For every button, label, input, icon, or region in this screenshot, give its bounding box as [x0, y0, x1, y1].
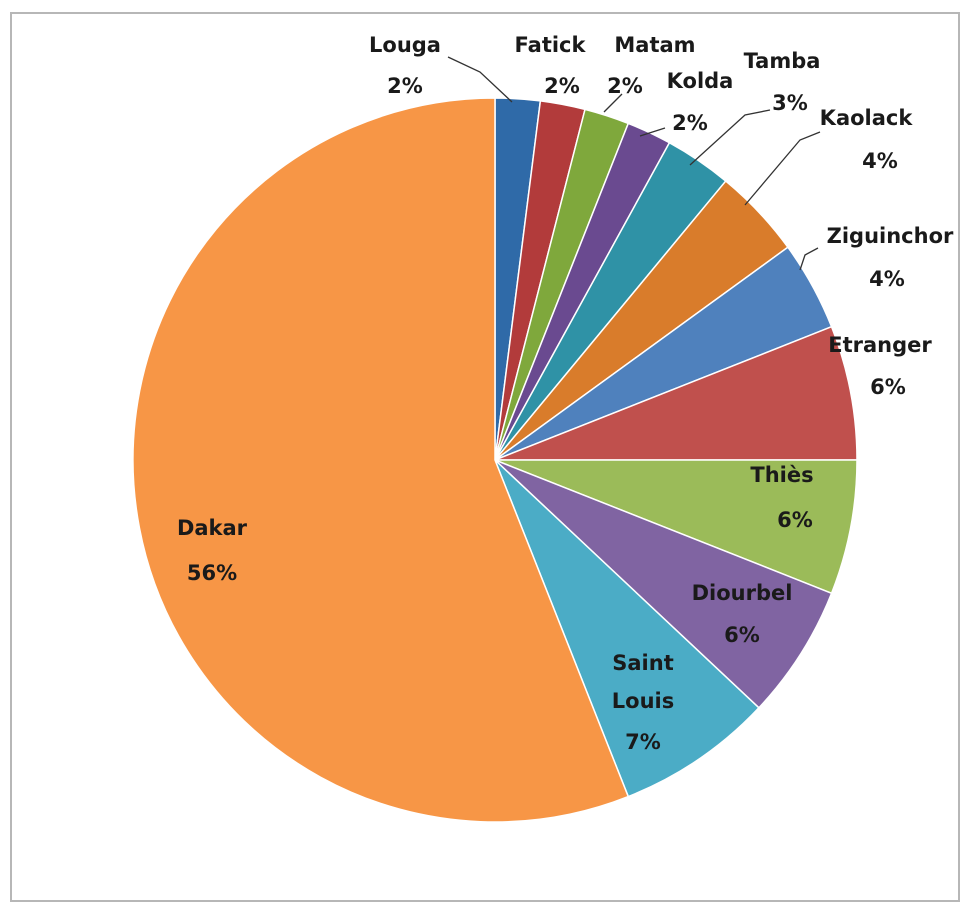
slice-label-ziguinchor: Ziguinchor — [827, 224, 954, 248]
leader-line-matam — [603, 93, 623, 113]
pie-slice-diourbel — [494, 459, 833, 709]
slice-label-tamba: Tamba — [744, 49, 821, 73]
slice-pct-matam: 2% — [607, 74, 643, 98]
slice-label-kaolack: Kaolack — [820, 106, 914, 130]
slice-label-thies: Thiès — [750, 463, 813, 487]
slice-pct-etranger: 6% — [870, 375, 906, 399]
slice-label-fatick: Fatick — [515, 33, 587, 57]
leader-lines — [447, 56, 821, 271]
leader-line-tamba — [689, 109, 771, 166]
slice-label-diourbel: Diourbel — [692, 581, 793, 605]
leader-line-kolda — [639, 127, 666, 137]
slice-label-dakar: Dakar — [177, 516, 248, 540]
slice-pct-tamba: 3% — [772, 91, 808, 115]
slice-pct-saint-louis: 7% — [625, 730, 661, 754]
pie-slices — [132, 97, 858, 823]
slice-label-matam: Matam — [614, 33, 695, 57]
slice-label-etranger: Etranger — [828, 333, 932, 357]
slice-pct-ziguinchor: 4% — [869, 267, 905, 291]
pie-slice-saint-louis — [494, 459, 760, 798]
slice-pct-thies: 6% — [777, 508, 813, 532]
slice-label-saint-louis-line2: Louis — [612, 689, 674, 713]
pie-slice-etranger — [494, 325, 858, 461]
slice-pct-dakar: 56% — [187, 561, 237, 585]
slice-label-saint-louis-line1: Saint — [612, 651, 673, 675]
slice-label-kolda: Kolda — [667, 69, 734, 93]
slice-pct-louga: 2% — [387, 74, 423, 98]
slice-pct-fatick: 2% — [544, 74, 580, 98]
slice-pct-diourbel: 6% — [724, 623, 760, 647]
slice-pct-kaolack: 4% — [862, 149, 898, 173]
slice-labels: Louga 2% Fatick 2% Matam 2% Kolda 2% Tamba 3% Kaol… — [177, 33, 954, 754]
slice-label-louga: Louga — [369, 33, 441, 57]
leader-line-ziguinchor — [799, 247, 819, 271]
pie-slice-dakar — [132, 97, 630, 823]
slice-pct-kolda: 2% — [672, 111, 708, 135]
leader-line-louga — [447, 56, 513, 103]
leader-line-kaolack — [744, 131, 821, 206]
pie-slice-thies — [494, 459, 858, 595]
